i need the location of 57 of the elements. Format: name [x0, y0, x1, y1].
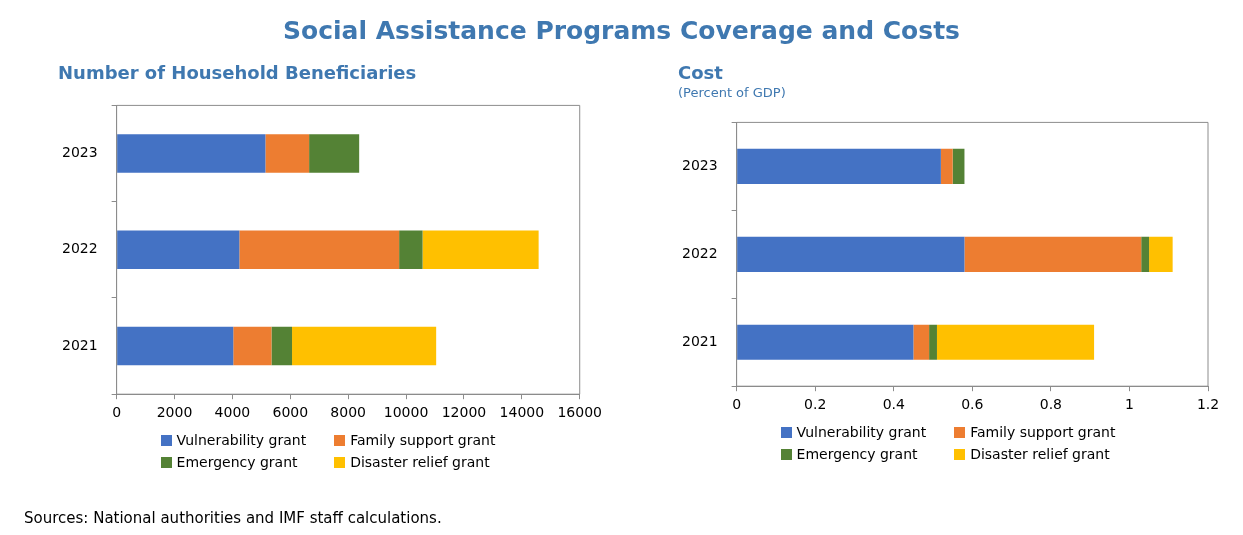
source-note: Sources: National authorities and IMF staff calculations.	[24, 509, 442, 527]
bar	[117, 134, 266, 173]
x-tick-label: 1.2	[1196, 396, 1220, 413]
bar	[117, 326, 234, 366]
x-tick-label: 14000	[499, 404, 545, 421]
bar	[399, 230, 423, 270]
y-tick-label: 2023	[61, 144, 98, 161]
bar	[309, 134, 360, 173]
bar	[422, 230, 539, 270]
x-tick-label: 0	[732, 396, 742, 413]
x-tick-label: 0.6	[961, 396, 984, 413]
bar	[1141, 236, 1150, 272]
bar	[117, 230, 240, 270]
legend-label: Disaster relief grant	[970, 446, 1110, 462]
x-tick-label: 12000	[441, 404, 487, 421]
x-tick-label: 8000	[330, 404, 366, 421]
legend-label: Disaster relief grant	[350, 454, 490, 470]
bar	[940, 148, 953, 184]
x-tick-label: 6000	[272, 404, 309, 421]
x-tick-label: 16000	[557, 404, 603, 421]
legend-label: Emergency grant	[176, 454, 298, 470]
bar	[929, 324, 937, 360]
bar	[737, 236, 965, 272]
legend-label: Vulnerability grant	[176, 432, 307, 448]
bar	[292, 326, 437, 366]
bar	[239, 230, 400, 270]
y-tick-label: 2021	[681, 332, 718, 349]
bar	[737, 324, 914, 360]
x-tick-label: 0.2	[804, 396, 827, 413]
legend-label: Emergency grant	[796, 446, 918, 462]
chart-title: Cost	[677, 62, 724, 83]
chart-subtitle: (Percent of GDP)	[677, 85, 787, 100]
x-tick-label: 0.8	[1039, 396, 1063, 413]
legend-label: Family support grant	[970, 424, 1116, 440]
x-tick-label: 2000	[156, 404, 193, 421]
x-tick-label: 0	[112, 404, 122, 421]
bar	[1149, 236, 1173, 272]
legend-label: Vulnerability grant	[796, 424, 927, 440]
bar	[913, 324, 930, 360]
bar	[936, 324, 1095, 360]
legend-label: Family support grant	[350, 432, 496, 448]
bar	[233, 326, 272, 366]
x-tick-label: 1	[1124, 396, 1134, 413]
text: Social Assistance Programs Coverage and Costs	[282, 16, 961, 45]
y-tick-label: 2022	[681, 244, 718, 261]
y-tick-label: 2023	[681, 157, 718, 174]
x-tick-label: 4000	[214, 404, 251, 421]
bar	[964, 236, 1142, 272]
chart-title: Number of Household Beneficiaries	[57, 62, 418, 83]
bar	[271, 326, 293, 366]
x-tick-label: 0.4	[882, 396, 905, 413]
bar	[737, 148, 941, 184]
x-tick-label: 10000	[383, 404, 429, 421]
y-tick-label: 2022	[61, 240, 98, 257]
bar	[952, 148, 965, 184]
bar	[265, 134, 310, 173]
y-tick-label: 2021	[61, 336, 98, 353]
